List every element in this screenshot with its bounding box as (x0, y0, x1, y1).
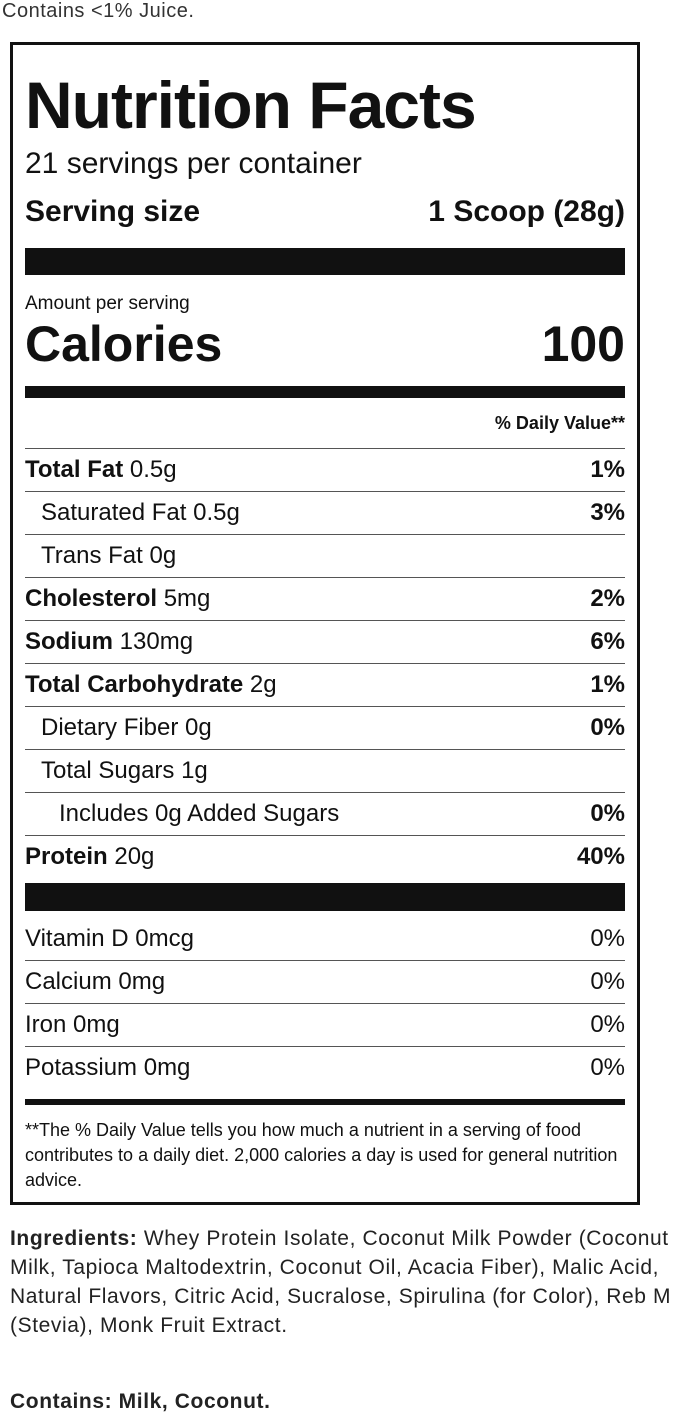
nutrient-dv: 3% (590, 499, 625, 526)
vitamin-row: Calcium 0mg 0% (25, 960, 625, 1003)
serving-size-label: Serving size (25, 195, 201, 228)
nutrient-name: Trans Fat (41, 542, 143, 569)
nutrient-name: Total Sugars (41, 757, 175, 784)
thick-bar (25, 883, 625, 911)
calories: Calories 100 (25, 315, 625, 373)
juice-note: Contains <1% Juice. (2, 0, 195, 22)
contains: Contains: Milk, Coconut. (10, 1390, 271, 1414)
vitamin-dv: 0% (590, 1011, 625, 1038)
vitamin-dv: 0% (590, 1054, 625, 1081)
nutrient-name: Cholesterol (25, 585, 158, 612)
vitamin-dv: 0% (590, 924, 625, 952)
nutrient-amount: 0g (185, 714, 212, 741)
vitamin-amount: 0mg (118, 968, 166, 995)
nutrient-rows: Total Fat 0.5g 1% Saturated Fat 0.5g 3% Tr… (25, 448, 625, 878)
ingredients: Ingredients: Whey Protein Isolate, Cocon… (10, 1224, 678, 1340)
nutrient-dv: 1% (590, 671, 625, 698)
medium-bar (25, 386, 625, 398)
nutrient-amount: 130mg (119, 628, 194, 655)
vitamin-name: Potassium (25, 1054, 138, 1081)
nutrient-dv: 2% (590, 585, 625, 612)
nutrient-name: Total Carbohydrate (25, 671, 244, 698)
nutrient-name: Dietary Fiber (41, 714, 179, 741)
nutrition-label: Nutrition Facts 21 servings per containe… (10, 42, 640, 1205)
nutrient-row: Protein 20g 40% (25, 835, 625, 878)
nutrient-dv: 6% (590, 628, 625, 655)
nutrient-name: Sodium (25, 628, 113, 655)
nutrient-row: Saturated Fat 0.5g 3% (25, 491, 625, 534)
nutrient-row: Total Carbohydrate 2g 1% (25, 663, 625, 706)
serving-size: Serving size 1 Scoop (28g) (25, 195, 625, 229)
vitamin-dv: 0% (590, 968, 625, 995)
servings: 21 servings per container (25, 147, 362, 180)
vitamin-rows: Vitamin D 0mcg 0% Calcium 0mg 0% Iron 0mg 0… (25, 917, 625, 1089)
nutrient-amount: 5mg (163, 585, 211, 612)
contains-text: Milk, Coconut. (118, 1390, 271, 1413)
vitamin-row: Vitamin D 0mcg 0% (25, 917, 625, 960)
vitamin-amount: 0mcg (135, 924, 194, 952)
label-title: Nutrition Facts (25, 68, 477, 142)
nutrient-amount: 2g (249, 671, 277, 698)
nutrient-name: Protein (25, 843, 108, 870)
nutrient-amount: 0.5g (129, 456, 177, 483)
medium-bar (25, 1099, 625, 1105)
ingredients-label: Ingredients: (10, 1227, 138, 1250)
nutrient-name: Includes 0g Added Sugars (59, 800, 340, 827)
nutrient-dv: 0% (590, 800, 625, 827)
nutrient-row: Dietary Fiber 0g 0% (25, 706, 625, 749)
vitamin-row: Potassium 0mg 0% (25, 1046, 625, 1089)
nutrient-dv: 0% (590, 714, 625, 741)
nutrient-dv: 40% (576, 843, 625, 870)
vitamin-row: Iron 0mg 0% (25, 1003, 625, 1046)
thick-bar (25, 248, 625, 275)
nutrient-row: Total Sugars 1g (25, 749, 625, 792)
contains-label: Contains: (10, 1390, 113, 1413)
nutrient-dv: 1% (590, 456, 625, 483)
nutrient-name: Total Fat (25, 456, 124, 483)
nutrient-amount: 20g (114, 843, 155, 870)
nutrient-row: Total Fat 0.5g 1% (25, 448, 625, 491)
vitamin-name: Vitamin D (25, 924, 129, 952)
nutrient-row: Trans Fat 0g (25, 534, 625, 577)
vitamin-amount: 0mg (143, 1054, 191, 1081)
nutrient-amount: 1g (181, 757, 208, 784)
nutrient-name: Saturated Fat (41, 499, 187, 526)
vitamin-name: Iron (25, 1011, 67, 1038)
vitamin-amount: 0mg (73, 1011, 120, 1038)
nutrient-row: Includes 0g Added Sugars 0% (25, 792, 625, 835)
dv-header: % Daily Value** (494, 413, 625, 433)
amount-per-serving: Amount per serving (25, 293, 190, 314)
serving-size-value: 1 Scoop (28g) (428, 195, 625, 228)
nutrient-amount: 0g (149, 542, 177, 569)
calories-value: 100 (541, 316, 625, 372)
ingredients-text: Whey Protein Isolate, Coconut Milk Powde… (10, 1227, 672, 1337)
nutrient-row: Cholesterol 5mg 2% (25, 577, 625, 620)
footnote: **The % Daily Value tells you how much a… (25, 1120, 618, 1190)
calories-label: Calories (25, 316, 223, 372)
nutrient-amount: 0.5g (193, 499, 240, 526)
nutrient-row: Sodium 130mg 6% (25, 620, 625, 663)
vitamin-name: Calcium (25, 968, 112, 995)
